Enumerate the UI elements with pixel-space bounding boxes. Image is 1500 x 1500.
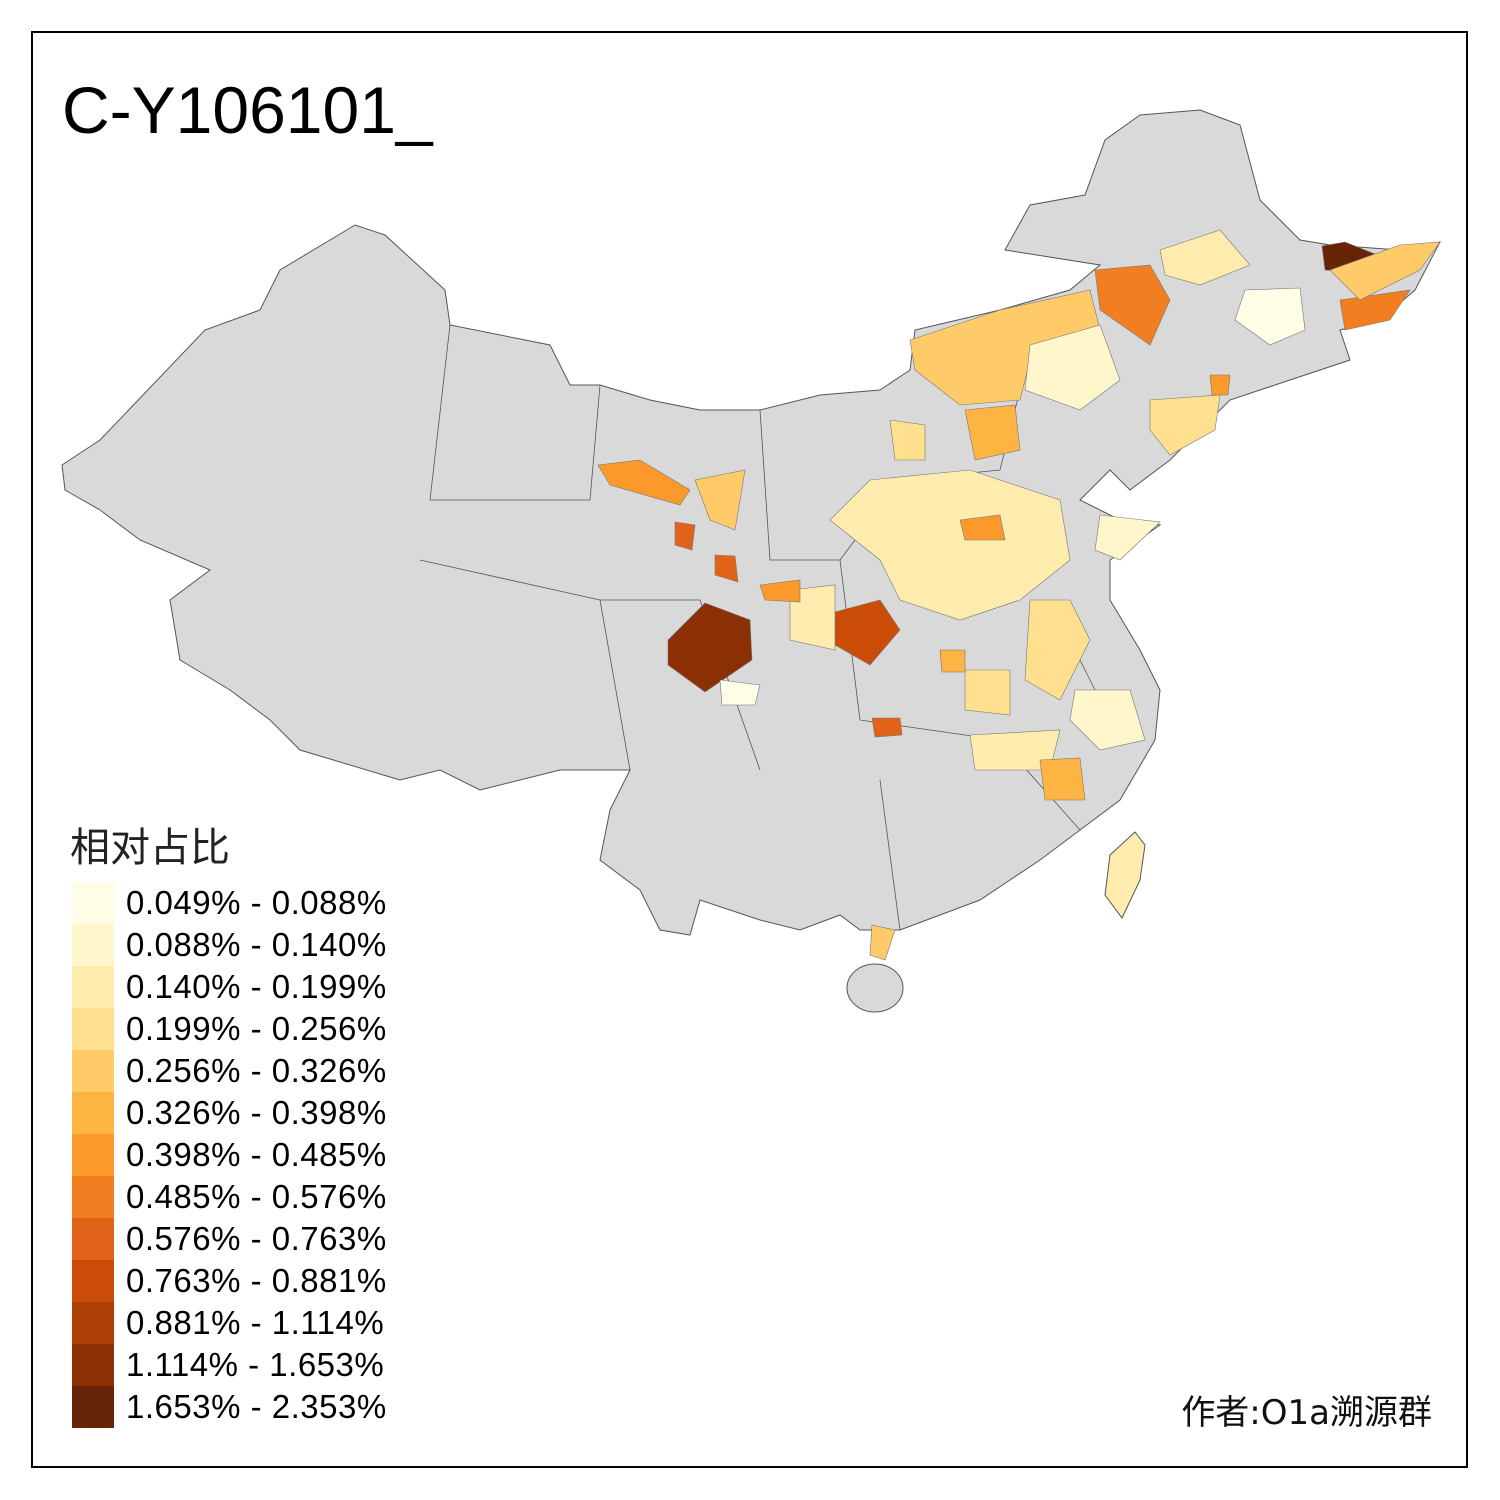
legend-item: 0.326% - 0.398%	[72, 1092, 387, 1134]
legend-label: 0.576% - 0.763%	[126, 1220, 387, 1257]
region	[1209, 374, 1231, 396]
region	[1024, 599, 1091, 701]
legend-label: 0.088% - 0.140%	[126, 926, 387, 963]
legend-label: 0.140% - 0.199%	[126, 968, 387, 1005]
region	[1094, 514, 1161, 561]
hainan-island	[846, 963, 904, 1013]
region	[959, 514, 1006, 541]
legend-label: 0.763% - 0.881%	[126, 1262, 387, 1299]
legend-item: 0.140% - 0.199%	[72, 966, 387, 1008]
legend-item: 0.256% - 0.326%	[72, 1050, 387, 1092]
legend-swatch	[72, 966, 114, 1008]
legend-swatch	[72, 1218, 114, 1260]
legend-item: 0.763% - 0.881%	[72, 1260, 387, 1302]
legend-item: 0.881% - 1.114%	[72, 1302, 387, 1344]
legend-label: 0.485% - 0.576%	[126, 1178, 387, 1215]
legend-swatch	[72, 1386, 114, 1428]
region	[1024, 324, 1121, 411]
legend-label: 1.114% - 1.653%	[126, 1346, 385, 1383]
legend-label: 0.049% - 0.088%	[126, 884, 387, 921]
region	[964, 404, 1021, 461]
legend: 0.049% - 0.088% 0.088% - 0.140% 0.140% - 0…	[72, 882, 387, 1428]
region	[1159, 229, 1251, 286]
plot-frame	[31, 31, 1468, 1468]
china-outline	[61, 109, 1441, 936]
taiwan-island	[1104, 831, 1146, 919]
region	[1339, 289, 1411, 331]
legend-swatch	[72, 882, 114, 924]
legend-swatch	[72, 1344, 114, 1386]
legend-label: 0.881% - 1.114%	[126, 1304, 385, 1341]
legend-item: 0.199% - 0.256%	[72, 1008, 387, 1050]
region	[871, 717, 903, 738]
region	[939, 649, 966, 673]
legend-swatch	[72, 1008, 114, 1050]
region	[889, 419, 926, 461]
legend-label: 0.398% - 0.485%	[126, 1136, 387, 1173]
region	[674, 521, 696, 551]
region	[667, 602, 753, 693]
author-credit: 作者:O1a溯源群	[1181, 1393, 1432, 1433]
legend-label: 1.653% - 2.353%	[126, 1388, 387, 1425]
region	[1329, 241, 1441, 301]
legend-item: 0.485% - 0.576%	[72, 1176, 387, 1218]
region	[719, 679, 761, 706]
legend-title: 相对占比	[70, 825, 230, 871]
region	[714, 554, 739, 583]
legend-item: 0.049% - 0.088%	[72, 882, 387, 924]
legend-swatch	[72, 1050, 114, 1092]
region	[597, 459, 691, 506]
legend-item: 1.653% - 2.353%	[72, 1386, 387, 1428]
legend-swatch	[72, 1260, 114, 1302]
legend-label: 0.199% - 0.256%	[126, 1010, 387, 1047]
region	[789, 584, 836, 651]
region	[1094, 264, 1171, 346]
map-title: C-Y106101_	[62, 73, 433, 147]
legend-item: 0.088% - 0.140%	[72, 924, 387, 966]
region	[694, 469, 746, 531]
legend-swatch	[72, 1302, 114, 1344]
region	[1234, 287, 1306, 346]
region	[964, 669, 1011, 716]
region	[829, 469, 1071, 621]
legend-swatch	[72, 1176, 114, 1218]
region	[1039, 757, 1086, 801]
legend-item: 1.114% - 1.653%	[72, 1344, 387, 1386]
region	[1149, 394, 1221, 456]
region	[1069, 689, 1146, 751]
legend-label: 0.256% - 0.326%	[126, 1052, 387, 1089]
legend-label: 0.326% - 0.398%	[126, 1094, 387, 1131]
legend-swatch	[72, 924, 114, 966]
legend-item: 0.398% - 0.485%	[72, 1134, 387, 1176]
region	[869, 924, 896, 961]
legend-item: 0.576% - 0.763%	[72, 1218, 387, 1260]
legend-swatch	[72, 1134, 114, 1176]
legend-swatch	[72, 1092, 114, 1134]
prefecture-regions	[597, 229, 1441, 961]
region	[759, 579, 801, 603]
